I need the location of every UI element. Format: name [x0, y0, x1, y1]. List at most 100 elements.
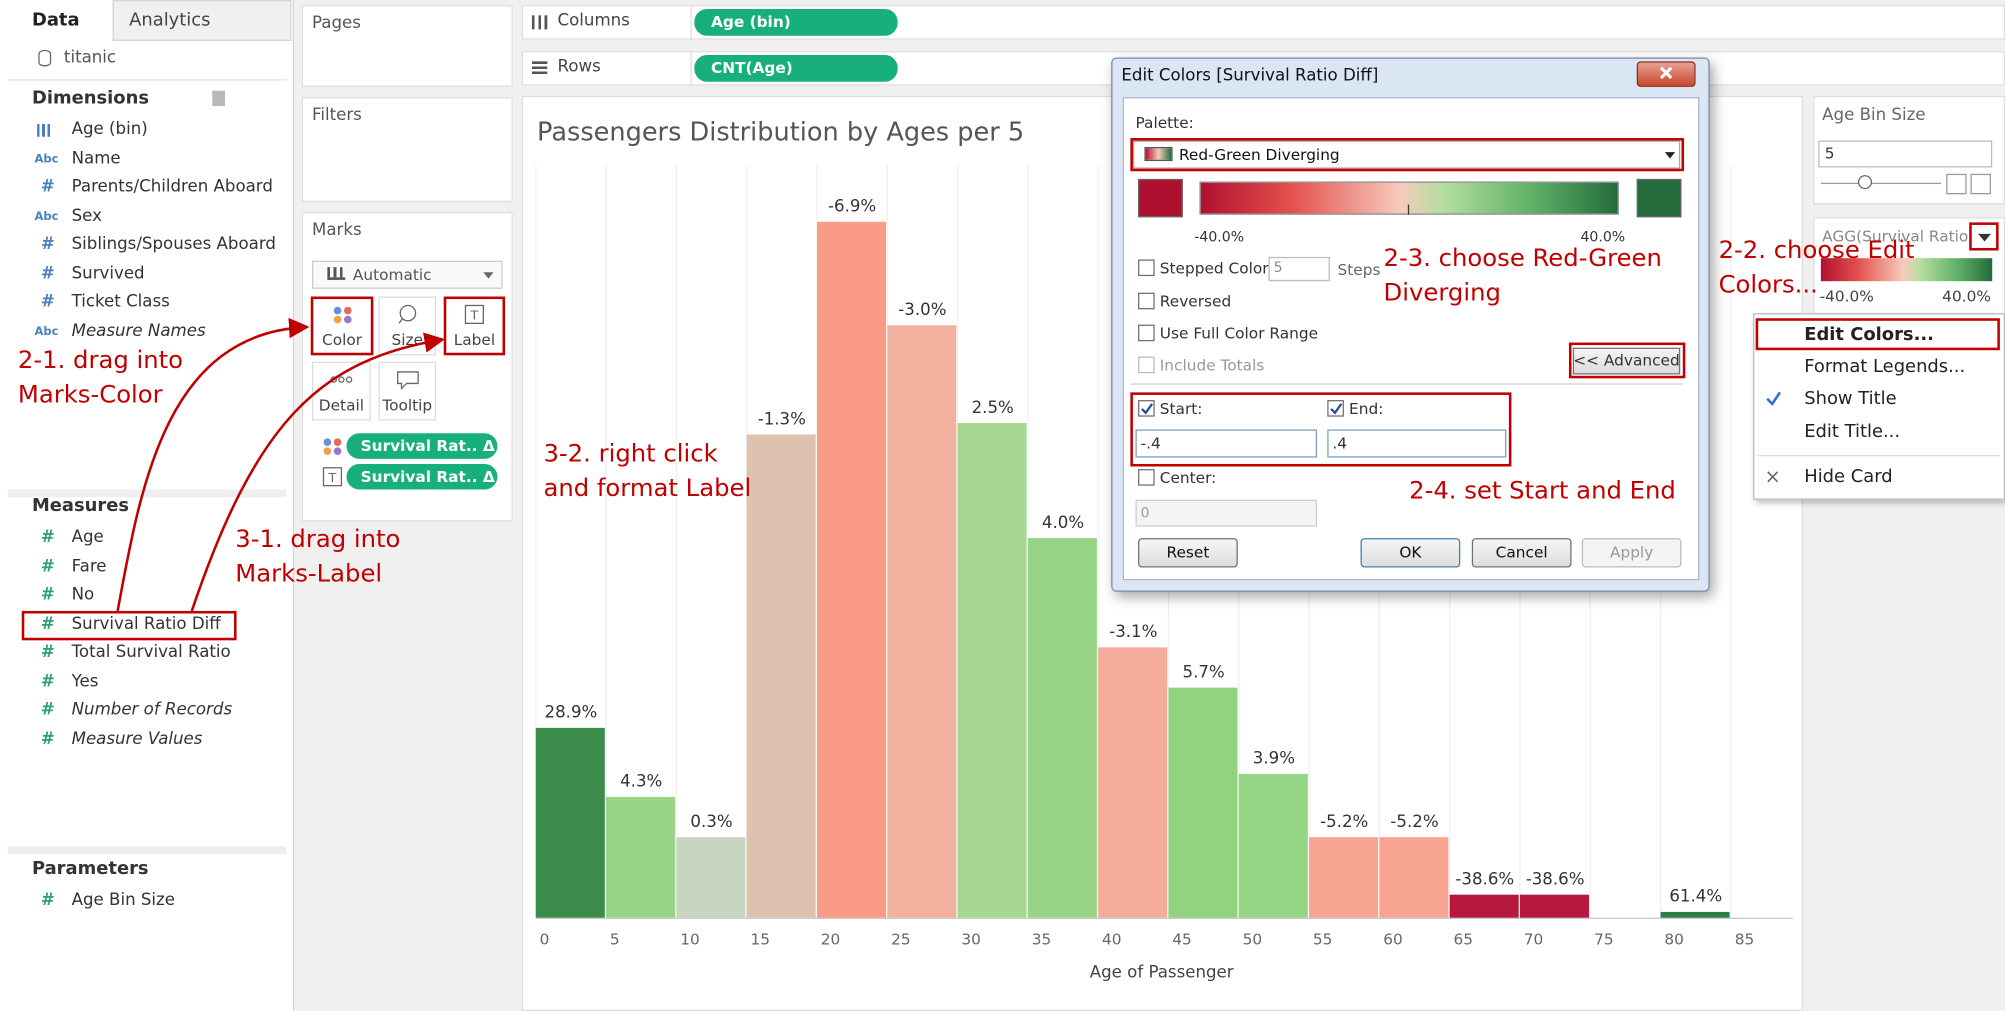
tab-label[interactable]: Analytics — [129, 10, 211, 31]
parameter-input[interactable] — [1818, 140, 1993, 168]
option-label[interactable]: Start: — [1159, 400, 1203, 418]
dropdown-arrow — [1664, 152, 1676, 159]
field[interactable]: Fare — [71, 556, 107, 576]
menu-item[interactable]: Edit Colors... — [1804, 324, 1934, 346]
color-swatch-start[interactable] — [1138, 178, 1183, 218]
button-label[interactable]: Cancel — [1495, 543, 1548, 562]
field-icon: # — [40, 177, 55, 197]
field-icon: Abc — [34, 325, 59, 339]
marks-button-label[interactable]: Label — [453, 331, 496, 349]
marks-button-glyph — [329, 304, 355, 324]
step-button[interactable] — [1970, 173, 1991, 195]
option-label[interactable]: Use Full Color Range — [1159, 324, 1319, 343]
datasource-icon — [38, 49, 52, 67]
marks-button-glyph: T — [462, 304, 488, 324]
option-label[interactable]: End: — [1349, 400, 1384, 418]
field[interactable]: Age — [71, 527, 104, 548]
field[interactable]: Siblings/Spouses Aboard — [71, 235, 276, 255]
bar — [746, 434, 816, 918]
step-button[interactable] — [1946, 173, 1967, 195]
input-value: -.4 — [1140, 434, 1161, 453]
color-swatch-end[interactable] — [1636, 178, 1682, 218]
pill-label[interactable]: Age (bin) — [710, 12, 791, 31]
menu-icon: × — [1764, 465, 1781, 489]
field[interactable]: Sex — [71, 206, 102, 226]
tab-data[interactable] — [0, 0, 113, 41]
button-label[interactable]: OK — [1399, 543, 1422, 562]
field[interactable]: Total Survival Ratio — [71, 642, 231, 663]
highlight-box — [443, 296, 506, 356]
pill[interactable] — [694, 8, 898, 36]
option-label[interactable]: Center: — [1159, 469, 1217, 487]
card-title: Filters — [312, 106, 362, 126]
x-tick-label: 10 — [680, 931, 700, 949]
mark-type-glyph — [327, 267, 346, 280]
field[interactable]: Measure Values — [71, 729, 203, 749]
field[interactable]: Age (bin) — [71, 120, 148, 140]
tab-label[interactable]: Data — [31, 10, 80, 31]
legend-label: -40.0% — [1819, 287, 1874, 306]
x-tick-label: 15 — [751, 931, 771, 949]
button-label[interactable]: << Advanced — [1573, 351, 1680, 370]
pill-label[interactable]: CNT(Age) — [710, 58, 793, 77]
option-label[interactable]: Reversed — [1159, 292, 1232, 311]
bar — [535, 727, 605, 918]
dialog-title: Edit Colors [Survival Ratio Diff] — [1121, 66, 1379, 86]
button-label[interactable]: Reset — [1166, 543, 1210, 562]
section-title: Parameters — [31, 858, 149, 880]
glyph — [1766, 391, 1782, 406]
annotation: 2-1. drag into — [17, 346, 184, 375]
checkbox[interactable] — [1327, 400, 1344, 417]
context-menu — [1753, 313, 2005, 500]
glyph — [464, 304, 484, 324]
palette-name[interactable]: Red-Green Diverging — [1178, 145, 1340, 164]
bar-label: -3.1% — [1109, 622, 1157, 641]
field[interactable]: Age Bin Size — [71, 890, 176, 911]
checkbox[interactable] — [1138, 324, 1155, 342]
x-tick-label: 0 — [540, 931, 550, 949]
palette-dropdown[interactable] — [1132, 140, 1681, 169]
section-title: Measures — [31, 495, 130, 517]
field[interactable]: Name — [71, 148, 121, 169]
pill[interactable] — [694, 54, 898, 82]
checkbox[interactable] — [1138, 292, 1155, 310]
glyph — [333, 315, 341, 324]
field[interactable]: Ticket Class — [71, 292, 170, 312]
marks-button-glyph — [394, 304, 420, 324]
field[interactable]: Yes — [71, 671, 99, 691]
steps-input[interactable] — [1268, 256, 1330, 282]
parameter-value[interactable]: 5 — [1824, 144, 1835, 163]
bar — [957, 423, 1027, 918]
checkbox[interactable] — [1138, 469, 1155, 486]
checkbox[interactable] — [1138, 400, 1155, 417]
menu-item[interactable]: Format Legends... — [1804, 356, 1966, 378]
datasource-name[interactable]: titanic — [63, 48, 117, 68]
dialog-button[interactable] — [1471, 538, 1572, 568]
field[interactable]: Survival Ratio Diff — [71, 614, 221, 634]
bar-label: 3.9% — [1253, 749, 1295, 768]
menu-item[interactable]: Show Title — [1804, 388, 1897, 409]
glyph — [397, 304, 416, 324]
checkbox[interactable] — [1138, 259, 1155, 277]
field-icon: Abc — [34, 152, 59, 166]
field[interactable]: Number of Records — [71, 700, 233, 720]
dialog-button[interactable] — [1138, 538, 1238, 568]
option-label[interactable]: Stepped Color — [1159, 259, 1269, 278]
field[interactable]: Parents/Children Aboard — [71, 177, 273, 197]
dialog-button[interactable] — [1360, 538, 1461, 568]
start-input[interactable] — [1135, 429, 1318, 458]
tab-analytics[interactable] — [112, 0, 292, 41]
end-input[interactable] — [1327, 429, 1507, 458]
advanced-button[interactable] — [1572, 347, 1681, 375]
slider-knob[interactable] — [1857, 175, 1873, 190]
field[interactable]: No — [71, 585, 95, 605]
x-tick-label: 60 — [1383, 931, 1403, 949]
bar-label: -3.0% — [898, 300, 946, 319]
menu-item[interactable]: Edit Title... — [1804, 421, 1901, 443]
field-icon — [37, 123, 55, 137]
field[interactable]: Survived — [71, 263, 145, 284]
range-label: -40.0% — [1194, 228, 1245, 246]
bar — [816, 221, 886, 918]
menu-item[interactable]: Hide Card — [1804, 466, 1893, 487]
